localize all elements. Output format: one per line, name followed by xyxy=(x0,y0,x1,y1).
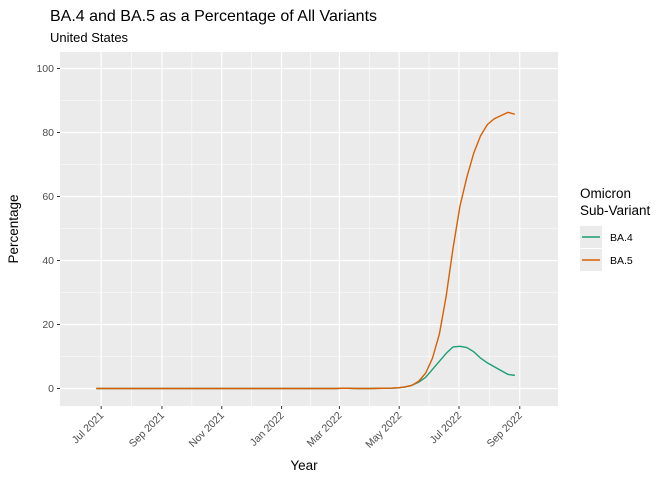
series-lines xyxy=(96,111,516,390)
legend-title-line: Omicron xyxy=(580,186,631,201)
x-tick-label: Sep 2022 xyxy=(485,410,525,450)
x-axis: Jul 2021 Sep 2021 Nov 2021 Jan 2022 Mar 2022… xyxy=(70,406,525,451)
y-tick-label: 0 xyxy=(48,383,54,395)
x-tick-label: Mar 2022 xyxy=(305,410,345,450)
legend-label: BA.4 xyxy=(610,232,633,244)
y-tick-label: 100 xyxy=(36,63,54,75)
x-tick-label: Jul 2022 xyxy=(428,410,465,447)
chart-title: BA.4 and BA.5 as a Percentage of All Var… xyxy=(50,8,377,25)
y-axis: 0 20 40 60 80 100 xyxy=(36,63,60,395)
x-axis-title: Year xyxy=(290,458,318,473)
x-tick-label: Sep 2021 xyxy=(127,410,167,450)
y-tick-label: 20 xyxy=(42,319,54,331)
series-line-ba-5 xyxy=(96,111,516,390)
y-tick-label: 60 xyxy=(42,191,54,203)
x-tick-label: Nov 2021 xyxy=(187,410,227,450)
y-tick-label: 80 xyxy=(42,127,54,139)
x-tick-label: Jul 2021 xyxy=(70,410,107,447)
legend-title-line: Sub-Variant xyxy=(580,203,651,218)
y-axis-title: Percentage xyxy=(6,194,21,263)
legend: Omicron Sub-Variant BA.4 BA.5 xyxy=(580,186,651,271)
x-tick-label: May 2022 xyxy=(363,410,404,451)
y-tick-label: 40 xyxy=(42,255,54,267)
legend-label: BA.5 xyxy=(610,255,633,267)
plot-panel xyxy=(60,52,558,406)
chart-subtitle: United States xyxy=(50,30,129,45)
grid-minor xyxy=(60,52,558,406)
x-tick-label: Jan 2022 xyxy=(248,410,287,449)
